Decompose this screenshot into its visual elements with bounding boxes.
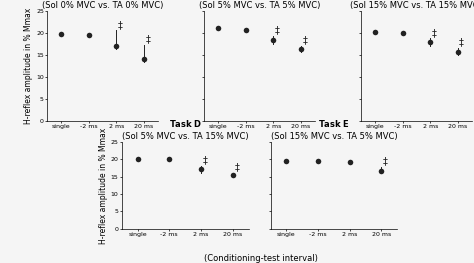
Y-axis label: H-reflex amplitude in % Mmax: H-reflex amplitude in % Mmax (24, 8, 33, 124)
Text: ‡: ‡ (146, 34, 150, 44)
Title: $\bf{Task\ B}$
(Sol 5% MVC vs. TA 5% MVC): $\bf{Task\ B}$ (Sol 5% MVC vs. TA 5% MVC… (199, 0, 320, 10)
Text: ‡: ‡ (275, 26, 280, 36)
Text: ‡: ‡ (432, 28, 437, 38)
Y-axis label: H-reflex amplitude in % Mmax: H-reflex amplitude in % Mmax (99, 127, 108, 244)
Text: ‡: ‡ (459, 37, 464, 47)
Text: ‡: ‡ (383, 156, 388, 166)
Title: $\bf{Task\ E}$
(Sol 15% MVC vs. TA 5% MVC): $\bf{Task\ E}$ (Sol 15% MVC vs. TA 5% MV… (271, 118, 397, 141)
Title: $\bf{Task\ A}$
(Sol 0% MVC vs. TA 0% MVC): $\bf{Task\ A}$ (Sol 0% MVC vs. TA 0% MVC… (42, 0, 164, 10)
Text: (Conditioning-test interval): (Conditioning-test interval) (204, 254, 318, 263)
Title: $\bf{Task\ D}$
(Sol 5% MVC vs. TA 15% MVC): $\bf{Task\ D}$ (Sol 5% MVC vs. TA 15% MV… (122, 118, 248, 141)
Text: ‡: ‡ (118, 20, 123, 30)
Text: ‡: ‡ (302, 35, 307, 45)
Text: ‡: ‡ (234, 162, 239, 172)
Title: $\bf{Task\ C}$
(Sol 15% MVC vs. TA 15% MVC): $\bf{Task\ C}$ (Sol 15% MVC vs. TA 15% M… (350, 0, 474, 10)
Text: ‡: ‡ (202, 155, 208, 165)
